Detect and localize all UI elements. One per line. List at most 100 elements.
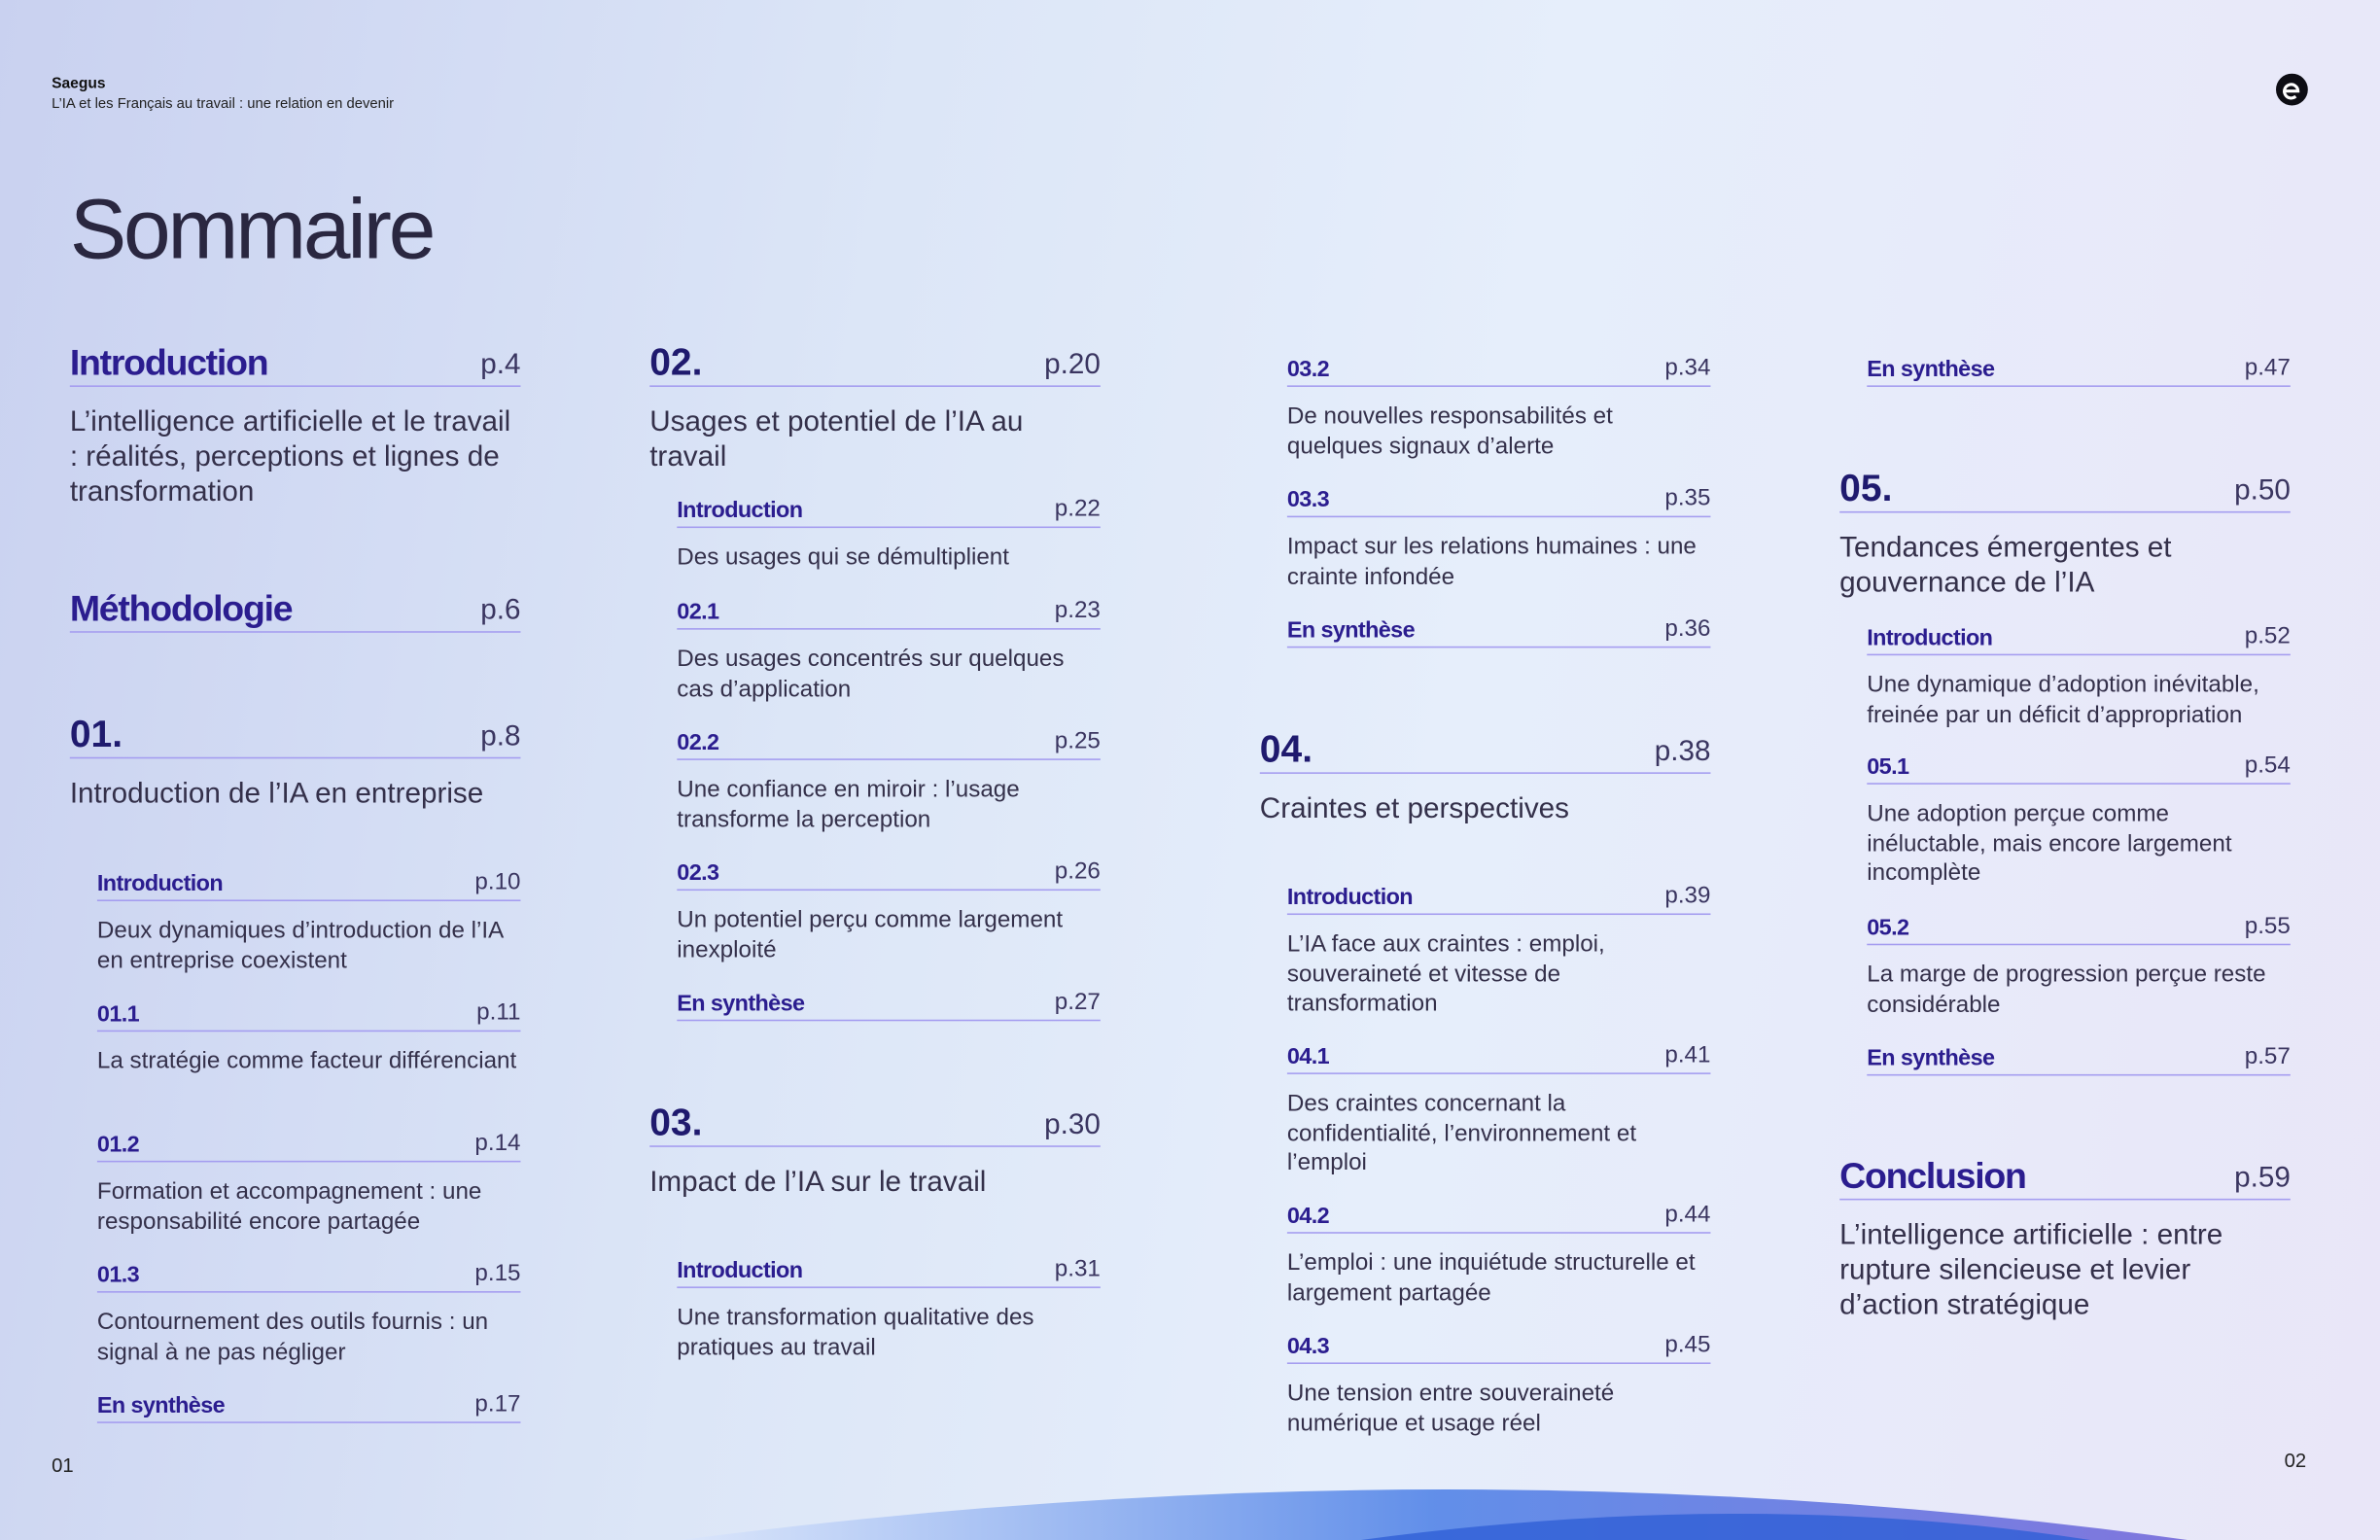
entry-heading: 05. p.50	[1839, 463, 2291, 513]
toc-entry: 03.3 p.35 Impact sur les relations humaine…	[1286, 482, 1711, 591]
entry-label: 04.2	[1286, 1203, 1330, 1230]
toc-entry: Introduction p.39 L’IA face aux craintes :…	[1286, 880, 1711, 1019]
entry-description: La stratégie comme facteur différenciant	[96, 1048, 517, 1074]
toc-entry: 02. p.20 Usages et potentiel de l’IA au tr…	[649, 336, 1101, 474]
entry-description: Une confiance en miroir : l’usage transf…	[677, 777, 1020, 832]
toc-entry: Introduction p.31 Une transformation quali…	[677, 1253, 1101, 1362]
entry-page: p.23	[1054, 597, 1101, 624]
entry-heading: 01. p.8	[69, 709, 521, 759]
entry-page: p.34	[1664, 355, 1711, 381]
entry-heading: 05.2 p.55	[1867, 910, 2291, 946]
entry-description: Introduction de l’IA en entreprise	[69, 778, 484, 811]
brand: Saegus	[52, 76, 106, 93]
entry-description: Usages et potentiel de l’IA au travail	[649, 406, 1024, 473]
entry-label: 05.1	[1867, 753, 1909, 781]
entry-heading: 04.2 p.44	[1286, 1199, 1711, 1234]
toc-entry: 02.3 p.26 Un potentiel perçu comme largeme…	[677, 856, 1101, 964]
entry-description: Tendances émergentes et gouvernance de l…	[1839, 532, 2172, 600]
entry-label: 01.	[69, 713, 123, 756]
toc-entry: En synthèse p.27	[677, 986, 1101, 1022]
entry-label: 01.1	[96, 1000, 140, 1028]
entry-label: 01.3	[96, 1262, 140, 1288]
entry-label: 05.	[1839, 467, 1893, 510]
entry-description: Craintes et perspectives	[1259, 793, 1570, 825]
entry-page: p.6	[480, 594, 521, 627]
entry-page: p.35	[1664, 485, 1711, 511]
entry-label: En synthèse	[1867, 356, 1995, 383]
entry-label: 04.3	[1286, 1333, 1330, 1360]
toc-entry: Introduction p.4 L’intelligence artificiel…	[69, 336, 521, 509]
entry-label: Introduction	[69, 342, 269, 384]
entry-label: 03.	[649, 1101, 703, 1144]
entry-description: Une transformation qualitative des prati…	[677, 1305, 1034, 1361]
entry-page: p.36	[1664, 615, 1711, 643]
entry-page: p.39	[1664, 883, 1711, 909]
entry-page: p.26	[1054, 858, 1101, 885]
entry-heading: Introduction p.31	[677, 1253, 1101, 1288]
entry-description: Contournement des outils fournis : un si…	[96, 1309, 489, 1365]
entry-description: Des usages qui se démultiplient	[677, 544, 1009, 571]
entry-heading: En synthèse p.27	[677, 986, 1101, 1022]
entry-heading: 04. p.38	[1259, 723, 1711, 774]
toc-entry: 04.2 p.44 L’emploi : une inquiétude struct…	[1286, 1199, 1711, 1308]
page-number: 01	[52, 1453, 74, 1477]
entry-page: p.8	[480, 720, 521, 753]
entry-heading: Introduction p.39	[1286, 880, 1711, 916]
entry-heading: En synthèse p.17	[96, 1388, 520, 1423]
entry-heading: 01.1 p.11	[96, 997, 521, 1032]
title: Sommaire	[69, 180, 437, 277]
entry-label: 02.	[649, 341, 703, 384]
toc-entry: Introduction p.52 Une dynamique d’adoption…	[1867, 620, 2291, 729]
entry-label: 03.2	[1286, 356, 1330, 383]
entry-heading: 03.3 p.35	[1286, 482, 1711, 518]
entry-page: p.57	[2244, 1043, 2291, 1070]
toc-entry: 01.3 p.15 Contournement des outils fournis…	[96, 1258, 521, 1367]
toc-entry: 05. p.50 Tendances émergentes et gouvernan…	[1839, 463, 2291, 601]
toc-entry: 04.1 p.41 Des craintes concernant la confi…	[1286, 1039, 1711, 1178]
toc-entry: 03. p.30 Impact de l’IA sur le travail	[649, 1097, 1101, 1200]
entry-page: p.38	[1654, 735, 1711, 768]
entry-label: En synthèse	[1286, 617, 1416, 644]
entry-description: De nouvelles responsabilités et quelques…	[1286, 403, 1613, 460]
entry-description: Impact de l’IA sur le travail	[649, 1167, 987, 1199]
subtitle: L’IA et les Français au travail : une re…	[52, 95, 395, 113]
entry-description: Une tension entre souveraineté numérique…	[1286, 1381, 1615, 1437]
logo	[2276, 73, 2308, 106]
entry-description: Impact sur les relations humaines : une …	[1286, 534, 1697, 590]
entry-page: p.30	[1044, 1108, 1101, 1141]
entry-label: Méthodologie	[69, 588, 294, 630]
entry-description: L’intelligence artificielle : entre rupt…	[1839, 1219, 2223, 1322]
entry-label: En synthèse	[677, 991, 805, 1017]
toc-entry: 03.2 p.34 De nouvelles responsabilités et …	[1286, 352, 1711, 461]
entry-page: p.4	[480, 348, 521, 381]
entry-heading: 04.3 p.45	[1286, 1329, 1711, 1364]
entry-page: p.20	[1044, 348, 1101, 381]
entry-heading: En synthèse p.47	[1867, 352, 2291, 387]
entry-description: L’intelligence artificielle et le travai…	[69, 406, 511, 508]
toc-entry: 01.2 p.14 Formation et accompagnement : un…	[96, 1128, 520, 1237]
entry-description: Deux dynamiques d’introduction de l’IA e…	[96, 918, 503, 974]
entry-heading: 02.3 p.26	[677, 856, 1101, 892]
entry-heading: 03.2 p.34	[1286, 352, 1711, 387]
toc-entry: 02.2 p.25 Une confiance en miroir : l’usag…	[677, 725, 1101, 834]
page-number: 02	[2284, 1449, 2307, 1472]
entry-label: En synthèse	[96, 1392, 226, 1419]
entry-description: La marge de progression perçue reste con…	[1867, 962, 2266, 1018]
entry-page: p.11	[476, 999, 521, 1026]
entry-heading: 04.1 p.41	[1286, 1039, 1711, 1074]
entry-description: Une dynamique d’adoption inévitable, fre…	[1867, 672, 2259, 728]
entry-page: p.55	[2244, 913, 2291, 940]
entry-label: Introduction	[677, 497, 803, 524]
entry-heading: Introduction p.10	[96, 866, 520, 901]
entry-heading: En synthèse p.36	[1286, 612, 1711, 648]
entry-page: p.31	[1054, 1256, 1101, 1282]
entry-description: Un potentiel perçu comme largement inexp…	[677, 907, 1064, 963]
entry-heading: 01.3 p.15	[96, 1258, 521, 1293]
entry-heading: 01.2 p.14	[96, 1128, 520, 1163]
entry-page: p.59	[2234, 1162, 2291, 1195]
entry-heading: Introduction p.52	[1867, 620, 2291, 656]
entry-page: p.52	[2244, 623, 2291, 649]
entry-label: 02.3	[677, 859, 719, 887]
entry-page: p.15	[474, 1260, 521, 1287]
